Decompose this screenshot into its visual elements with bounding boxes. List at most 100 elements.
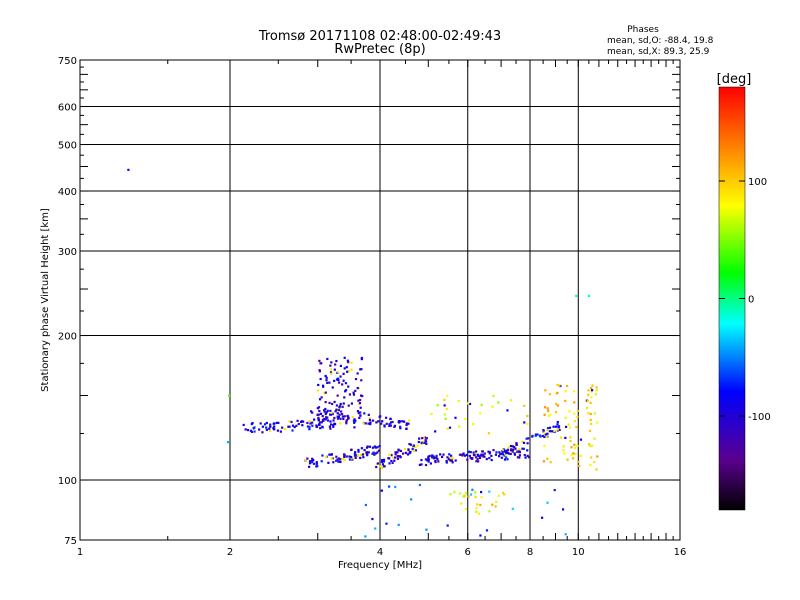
data-point bbox=[324, 412, 327, 416]
data-point bbox=[399, 425, 402, 428]
data-point bbox=[494, 505, 497, 508]
data-point bbox=[368, 445, 372, 448]
data-point bbox=[418, 463, 421, 466]
data-point bbox=[253, 426, 256, 429]
data-point bbox=[546, 427, 550, 430]
data-point bbox=[306, 457, 309, 460]
data-point bbox=[371, 419, 375, 422]
data-point bbox=[325, 411, 328, 414]
data-point bbox=[573, 401, 576, 404]
data-point bbox=[339, 417, 342, 420]
data-point bbox=[437, 460, 440, 463]
data-point bbox=[358, 401, 362, 405]
data-point bbox=[341, 413, 344, 416]
data-point bbox=[355, 454, 358, 457]
data-point bbox=[483, 455, 486, 458]
data-point bbox=[503, 454, 506, 457]
data-point bbox=[320, 421, 323, 424]
data-point bbox=[374, 452, 377, 455]
data-point bbox=[345, 420, 348, 423]
data-point bbox=[344, 382, 348, 385]
data-point bbox=[353, 420, 356, 423]
data-point bbox=[412, 444, 416, 447]
x-axis-label: Frequency [MHz] bbox=[338, 560, 422, 571]
data-point bbox=[424, 439, 427, 442]
data-point bbox=[300, 420, 304, 423]
data-point bbox=[393, 425, 396, 429]
data-point bbox=[543, 413, 546, 416]
data-point bbox=[563, 452, 566, 455]
data-point bbox=[405, 427, 408, 430]
data-point bbox=[481, 450, 484, 453]
data-point bbox=[546, 407, 549, 410]
data-point bbox=[246, 428, 250, 432]
data-point bbox=[346, 359, 349, 362]
data-point bbox=[427, 456, 430, 459]
data-point bbox=[461, 454, 464, 457]
data-point bbox=[509, 452, 512, 456]
data-point bbox=[549, 413, 552, 416]
data-point bbox=[265, 421, 268, 425]
data-point bbox=[337, 460, 340, 463]
data-point bbox=[381, 463, 385, 466]
data-point bbox=[337, 381, 341, 384]
data-point bbox=[316, 413, 319, 416]
data-point bbox=[396, 451, 399, 454]
data-point bbox=[360, 447, 363, 450]
data-point bbox=[567, 423, 570, 426]
data-point bbox=[482, 455, 485, 458]
data-point bbox=[339, 375, 342, 378]
data-point bbox=[515, 442, 518, 445]
data-point bbox=[474, 495, 477, 499]
data-point bbox=[518, 456, 521, 459]
data-point bbox=[475, 506, 478, 510]
data-point bbox=[324, 374, 327, 378]
data-point bbox=[556, 404, 559, 407]
data-point bbox=[360, 356, 363, 360]
data-point bbox=[322, 409, 326, 412]
data-point bbox=[462, 452, 465, 455]
data-point bbox=[317, 418, 320, 421]
data-point bbox=[326, 409, 329, 412]
data-point bbox=[468, 402, 472, 406]
data-point bbox=[559, 436, 563, 439]
data-point bbox=[408, 419, 411, 422]
data-point bbox=[526, 449, 529, 452]
data-point bbox=[573, 412, 576, 415]
data-point bbox=[475, 510, 478, 513]
data-point bbox=[413, 449, 416, 453]
data-point bbox=[454, 416, 457, 419]
x-tick-label: 2 bbox=[227, 547, 233, 558]
data-point bbox=[343, 459, 346, 462]
data-point bbox=[329, 413, 332, 416]
data-point bbox=[558, 428, 561, 432]
data-point bbox=[590, 396, 593, 399]
data-point bbox=[341, 457, 344, 461]
data-point bbox=[348, 393, 352, 396]
data-point bbox=[595, 421, 599, 424]
data-point bbox=[354, 377, 358, 381]
data-point bbox=[336, 394, 339, 397]
data-point bbox=[491, 405, 494, 408]
data-point bbox=[324, 407, 327, 411]
data-point bbox=[332, 425, 335, 428]
data-point bbox=[555, 411, 558, 414]
data-point bbox=[553, 429, 556, 432]
data-point bbox=[515, 443, 518, 446]
data-point bbox=[505, 449, 508, 453]
data-point bbox=[345, 366, 348, 369]
data-point bbox=[516, 450, 519, 453]
data-point bbox=[320, 362, 323, 365]
data-point bbox=[488, 510, 491, 513]
data-point bbox=[371, 446, 375, 449]
data-point bbox=[350, 361, 353, 365]
data-point bbox=[321, 418, 324, 421]
data-point bbox=[479, 534, 482, 537]
data-point bbox=[526, 414, 529, 418]
data-point bbox=[447, 458, 450, 461]
data-point bbox=[410, 498, 413, 501]
data-point bbox=[443, 398, 446, 402]
y-axis-label: Stationary phase Virtual Height [km] bbox=[40, 208, 51, 392]
data-point bbox=[449, 456, 452, 460]
